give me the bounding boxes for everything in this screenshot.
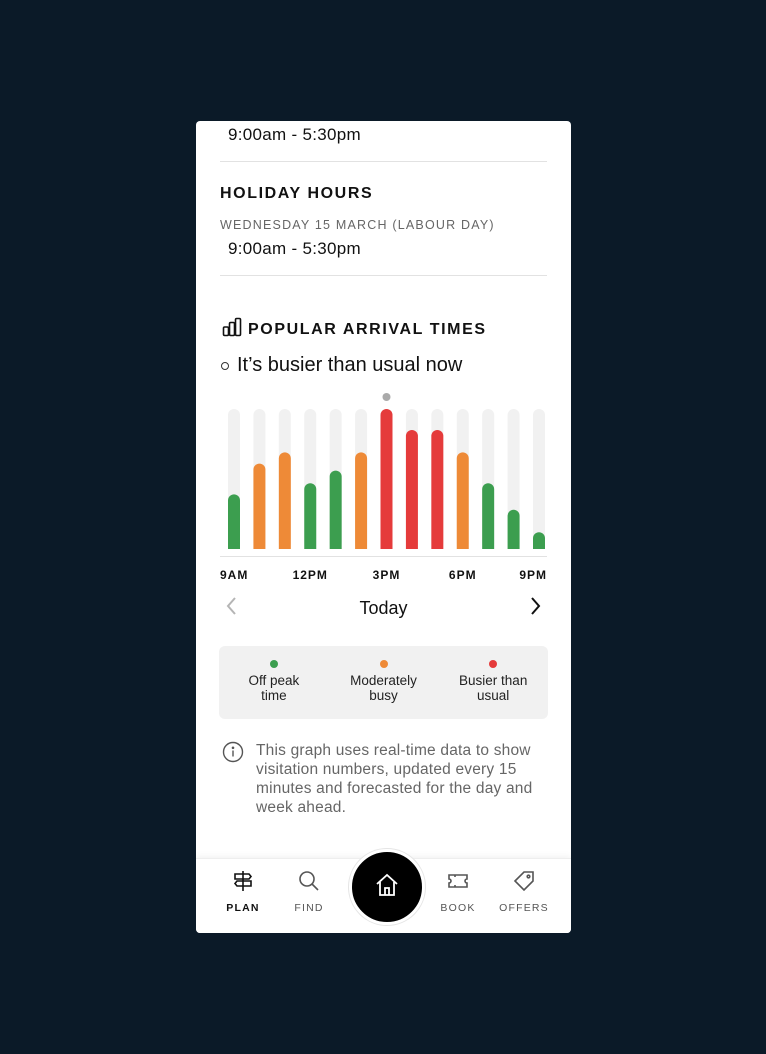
signpost-icon — [231, 871, 255, 897]
tab-find[interactable]: FIND — [276, 869, 342, 914]
tab-offers[interactable]: OFFERS — [491, 869, 557, 914]
info-note: This graph uses real-time data to show v… — [222, 741, 552, 817]
chevron-left-icon[interactable] — [224, 595, 238, 623]
info-icon — [222, 741, 244, 817]
legend-dot — [269, 660, 278, 668]
chart-legend: Off peak time Moderately busy Busier tha… — [219, 646, 548, 719]
holiday-date-label: WEDNESDAY 15 MARCH (LABOUR DAY) — [220, 218, 495, 232]
holiday-hours-time: 9:00am - 5:30pm — [228, 239, 362, 258]
divider — [220, 275, 547, 276]
legend-dot — [489, 660, 498, 668]
holiday-hours-title: HOLIDAY HOURS — [220, 185, 374, 202]
busy-status-text: It’s busier than usual now — [237, 354, 463, 376]
tab-label: BOOK — [440, 902, 476, 914]
chart-bar — [456, 452, 469, 555]
arrival-times-chart: 9AM 12PM 3PM 6PM 9PM — [220, 393, 547, 582]
legend-item-off-peak: Off peak time — [219, 646, 329, 719]
chart-bar — [228, 494, 240, 555]
mobile-screen: 9:00am - 5:30pm HOLIDAY HOURS WEDNESDAY … — [196, 121, 571, 933]
busy-status: It’s busier than usual now — [221, 354, 462, 377]
legend-item-moderate: Moderately busy — [329, 646, 439, 719]
x-tick-label: 9AM — [220, 568, 248, 582]
legend-dot — [379, 660, 388, 668]
divider — [220, 161, 547, 162]
legend-label-line: Moderately — [350, 673, 417, 688]
bar-track — [533, 409, 545, 549]
tag-icon — [512, 871, 536, 897]
legend-item-busy: Busier than usual — [438, 646, 548, 719]
x-tick-label: 9PM — [519, 568, 547, 582]
tab-label: PLAN — [226, 902, 260, 914]
chevron-right-icon[interactable] — [529, 595, 543, 623]
regular-hours-time: 9:00am - 5:30pm — [228, 125, 362, 144]
x-tick-label: 3PM — [373, 568, 401, 582]
home-icon — [373, 871, 401, 904]
search-icon — [297, 871, 321, 897]
chart-bar — [507, 509, 520, 555]
chart-bar — [482, 483, 495, 555]
chart-bar — [304, 483, 317, 555]
chart-bar — [253, 463, 266, 555]
current-time-marker — [382, 393, 391, 401]
legend-label-line: Off peak — [248, 673, 300, 688]
x-tick-label: 12PM — [293, 568, 328, 582]
legend-label-line: busy — [369, 688, 398, 703]
x-tick-label: 6PM — [449, 568, 477, 582]
ticket-icon — [446, 874, 470, 897]
popular-times-title: POPULAR ARRIVAL TIMES — [248, 320, 487, 338]
legend-label-line: Busier than — [459, 673, 528, 688]
home-button[interactable] — [349, 849, 425, 925]
chart-bar — [405, 430, 418, 555]
chart-bar — [355, 452, 368, 555]
baseline-mask — [220, 549, 547, 557]
info-text: This graph uses real-time data to show v… — [256, 742, 533, 816]
chart-bar — [431, 430, 444, 555]
day-navigation: Today — [220, 593, 547, 625]
status-ring-icon — [221, 361, 229, 370]
tab-label: OFFERS — [499, 902, 549, 914]
legend-label-line: time — [261, 688, 287, 703]
chart-bar — [380, 409, 393, 555]
popular-times-header: POPULAR ARRIVAL TIMES — [222, 317, 487, 342]
tab-label: FIND — [294, 902, 324, 914]
bar-chart-icon — [222, 317, 242, 342]
chart-bar — [329, 470, 342, 555]
tab-plan[interactable]: PLAN — [210, 869, 276, 914]
chart-bar — [278, 452, 291, 555]
day-label: Today — [359, 598, 408, 618]
tab-book[interactable]: BOOK — [425, 869, 491, 914]
legend-label-line: usual — [477, 688, 510, 703]
